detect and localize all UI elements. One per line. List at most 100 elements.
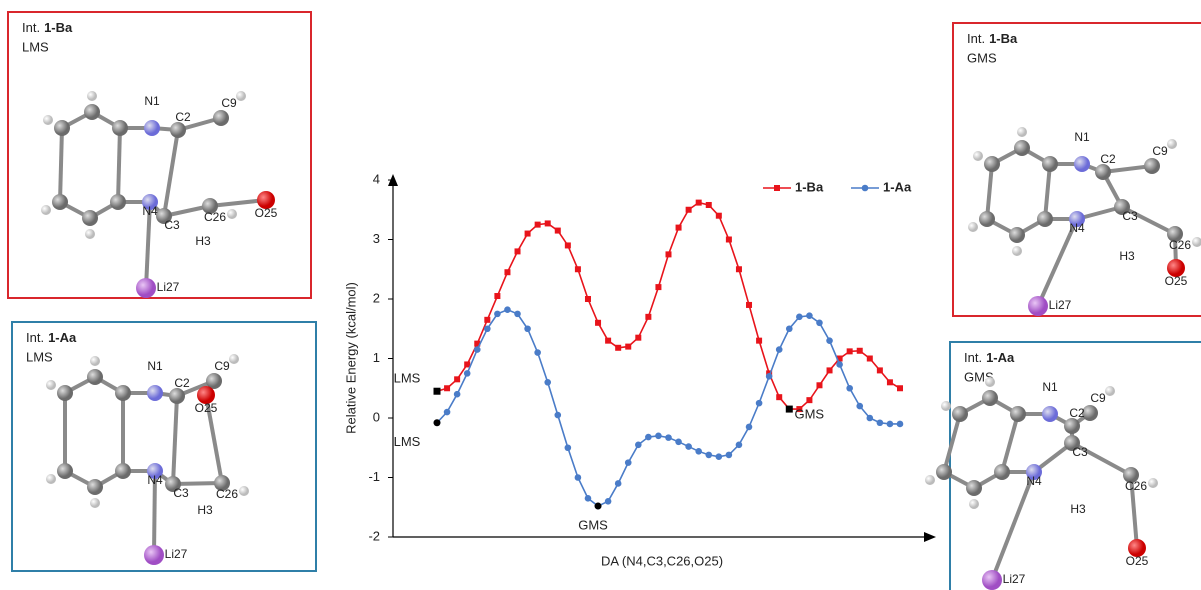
atom-sphere	[1064, 418, 1080, 434]
atom-label: H3	[197, 503, 213, 517]
atom-sphere	[206, 373, 222, 389]
point	[775, 346, 783, 353]
point	[655, 284, 662, 291]
annotation: LMS	[394, 434, 421, 449]
point	[856, 402, 864, 410]
point	[504, 269, 511, 276]
point	[695, 448, 702, 455]
legend-label: 1-Aa	[883, 179, 912, 194]
atom-label: N1	[147, 359, 163, 373]
atom-sphere	[112, 120, 128, 136]
atom-sphere	[43, 115, 53, 125]
bond	[942, 413, 962, 473]
point	[564, 444, 572, 452]
atom-sphere	[90, 356, 100, 366]
bond	[1071, 441, 1132, 477]
panel-frame	[11, 321, 317, 572]
point	[554, 411, 562, 419]
atom-label: C26	[1125, 479, 1147, 493]
atom-label: N4	[1069, 221, 1085, 235]
atom-sphere	[979, 211, 995, 227]
atom-sphere	[941, 401, 951, 411]
atom-sphere	[213, 110, 229, 126]
compound: 1-Ba	[44, 20, 73, 35]
panel-title: Int. 1-Ba	[967, 31, 1018, 46]
point	[544, 220, 551, 227]
atom-sphere	[984, 156, 1000, 172]
point	[755, 399, 763, 407]
atom-sphere	[227, 209, 237, 219]
point	[725, 451, 733, 459]
point	[685, 206, 692, 213]
atom-sphere	[110, 194, 126, 210]
point	[876, 367, 883, 374]
point	[625, 343, 632, 350]
bond	[1102, 164, 1153, 174]
atom-sphere	[1009, 227, 1025, 243]
point	[886, 420, 894, 428]
point	[796, 313, 803, 321]
point	[685, 443, 692, 450]
point	[514, 310, 521, 318]
atom-label: H3	[1119, 249, 1135, 263]
series-line	[436, 201, 901, 410]
x-arrow	[924, 532, 936, 542]
atom-sphere	[147, 385, 163, 401]
atom-label: N4	[1026, 474, 1042, 488]
atom-label: C9	[1090, 391, 1106, 405]
atom-sphere	[1167, 226, 1183, 242]
bond	[1129, 474, 1139, 549]
point	[444, 385, 451, 392]
atom-sphere	[144, 545, 164, 565]
annotation-marker	[433, 419, 441, 427]
atom-sphere	[156, 208, 172, 224]
atom-label: N1	[144, 94, 160, 108]
point	[816, 382, 823, 389]
bond	[1000, 413, 1020, 473]
point	[826, 367, 833, 374]
point	[796, 406, 803, 413]
atom-sphere	[1128, 539, 1146, 557]
atom-sphere	[1105, 386, 1115, 396]
atom-label: C3	[164, 218, 180, 232]
point	[494, 293, 501, 300]
bond	[985, 163, 994, 220]
atom-sphere	[1014, 140, 1030, 156]
atom-sphere	[1012, 246, 1022, 256]
atom-sphere	[994, 464, 1010, 480]
point	[635, 334, 642, 341]
point	[524, 230, 531, 237]
point	[665, 251, 672, 258]
point	[785, 325, 793, 333]
atom-sphere	[136, 278, 156, 298]
x-axis-title: DA (N4,C3,C26,O25)	[601, 553, 723, 568]
atom-label: H3	[195, 234, 211, 248]
atom-sphere	[1064, 435, 1080, 451]
atom-sphere	[1042, 406, 1058, 422]
point	[746, 301, 753, 308]
y-tick-label: 2	[373, 290, 380, 305]
y-tick-label: 0	[373, 409, 380, 424]
point	[463, 370, 471, 377]
atom-label: O25	[1126, 554, 1149, 568]
point	[504, 306, 511, 314]
atom-label: C9	[221, 96, 237, 110]
atom-sphere	[973, 151, 983, 161]
atom-sphere	[85, 229, 95, 239]
atom-sphere	[1074, 156, 1090, 172]
point	[494, 310, 501, 318]
atom-sphere	[52, 194, 68, 210]
atom-label: C26	[1169, 238, 1191, 252]
point	[484, 325, 491, 333]
atom-label: C2	[174, 376, 190, 390]
atom-label: C9	[214, 359, 230, 373]
atom-sphere	[197, 386, 215, 404]
atom-sphere	[968, 222, 978, 232]
point	[665, 434, 672, 441]
atom-sphere	[1010, 406, 1026, 422]
point	[866, 355, 873, 362]
atom-label: C3	[173, 486, 189, 500]
point	[675, 224, 682, 231]
bond	[116, 127, 122, 203]
atom-label: Li27	[165, 547, 188, 561]
